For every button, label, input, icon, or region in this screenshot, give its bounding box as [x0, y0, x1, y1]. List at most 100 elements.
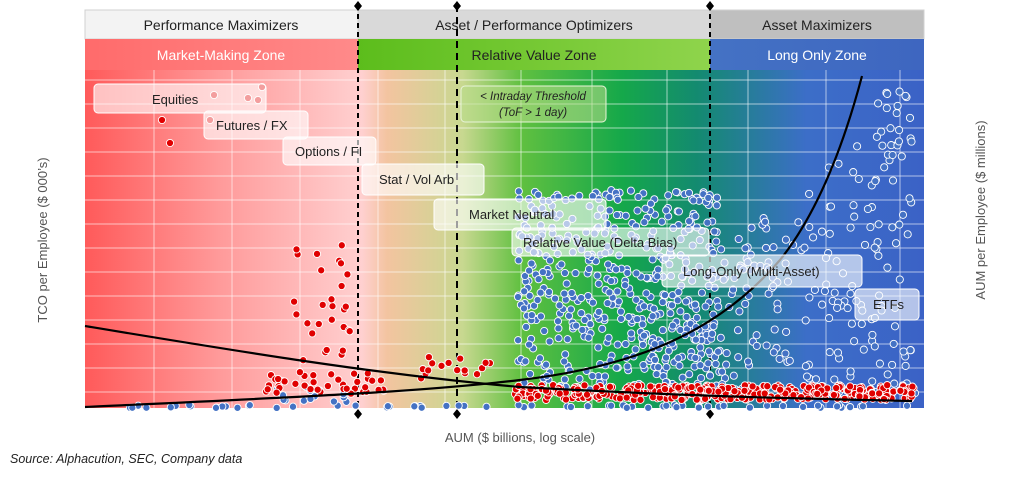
aum-point — [691, 335, 700, 344]
aum-point — [575, 191, 584, 200]
tco-point — [832, 383, 841, 393]
aum-point — [883, 89, 892, 98]
tco-point — [334, 375, 343, 384]
tco-point — [292, 245, 301, 254]
tco-point — [687, 383, 696, 392]
aum-point — [675, 361, 684, 370]
aum-point — [882, 104, 891, 113]
aum-point — [704, 193, 713, 202]
aum-point — [533, 295, 542, 305]
aum-point — [652, 370, 661, 379]
aum-point — [891, 239, 901, 248]
aum-point — [850, 337, 859, 346]
aum-point — [722, 360, 731, 369]
aum-point — [897, 152, 906, 161]
separator-diamond-left-top — [354, 1, 362, 11]
aum-point — [704, 347, 714, 356]
aum-point — [299, 396, 308, 405]
x-axis-label: AUM ($ billions, log scale) — [445, 430, 595, 445]
aum-point — [858, 402, 867, 411]
aum-point — [809, 233, 818, 242]
tco-point — [303, 319, 312, 328]
aum-point — [607, 276, 616, 286]
aum-point — [714, 347, 723, 356]
aum-point — [905, 113, 915, 122]
aum-point — [761, 217, 770, 226]
aum-point — [734, 353, 743, 362]
label-market-neutral: Market Neutral — [469, 207, 554, 222]
aum-point — [706, 371, 715, 380]
aum-point — [641, 204, 650, 213]
threshold-label-line2: (ToF > 1 day) — [499, 107, 567, 119]
aum-point — [560, 268, 569, 278]
aum-point — [770, 325, 779, 334]
aum-point — [802, 372, 812, 381]
aum-point — [623, 362, 632, 371]
aum-point — [613, 340, 622, 349]
tco-point — [615, 394, 625, 403]
label-stat-vol-arb: Stat / Vol Arb — [379, 172, 454, 187]
aum-point — [612, 363, 621, 372]
aum-point — [598, 324, 607, 333]
aum-point — [857, 319, 866, 328]
aum-point — [664, 191, 673, 200]
aum-point — [211, 403, 221, 412]
tco-point — [314, 319, 323, 329]
aum-point — [522, 322, 531, 331]
aum-point — [901, 361, 910, 370]
aum-point — [906, 346, 915, 355]
aum-point — [849, 201, 858, 210]
aum-point — [557, 260, 566, 269]
aum-point — [648, 312, 657, 321]
aum-point — [711, 359, 720, 369]
separator-diamond-right-bottom — [706, 409, 714, 419]
aum-point — [617, 314, 626, 323]
aum-point — [854, 174, 863, 184]
separator-diamond-mid-top — [453, 1, 461, 11]
aum-point — [638, 340, 647, 349]
aum-point — [696, 343, 705, 352]
tco-point — [308, 329, 317, 338]
tco-point — [306, 385, 315, 394]
aum-point — [850, 212, 859, 221]
label-box-relative-value — [511, 227, 710, 257]
aum-point — [704, 359, 713, 368]
aum-point — [853, 142, 862, 151]
aum-point — [893, 101, 902, 110]
aum-point — [775, 354, 784, 363]
tco-point — [660, 385, 670, 394]
aum-point — [594, 279, 603, 288]
aum-point — [898, 210, 908, 219]
label-box-equities — [93, 83, 267, 114]
aum-point — [672, 187, 681, 197]
tco-point — [263, 385, 272, 394]
aum-point — [520, 287, 529, 296]
tco-point — [342, 384, 351, 393]
aum-point — [874, 220, 883, 229]
aum-point — [685, 217, 694, 226]
aum-point — [383, 402, 392, 411]
band-asset-bg — [709, 9, 925, 40]
aum-point — [604, 333, 613, 342]
tco-point — [327, 370, 336, 379]
tco-point — [350, 369, 359, 378]
aum-point — [572, 321, 581, 330]
aum-point — [719, 401, 728, 410]
aum-point — [899, 347, 908, 356]
label-options-fi: Options / FI — [295, 144, 362, 159]
threshold-box — [460, 85, 607, 123]
aum-point — [520, 271, 530, 281]
tco-point — [290, 297, 299, 306]
zone-market-making-bg — [85, 39, 358, 70]
aum-point — [697, 288, 706, 297]
tco-point — [376, 376, 385, 385]
aum-point — [594, 307, 603, 316]
tco-point — [272, 388, 281, 397]
aum-point — [747, 223, 756, 232]
aum-point — [672, 403, 681, 412]
aum-point — [834, 159, 843, 168]
aum-point — [639, 360, 648, 370]
aum-point — [846, 289, 855, 298]
tco-point — [797, 393, 806, 402]
aum-point — [410, 402, 419, 411]
